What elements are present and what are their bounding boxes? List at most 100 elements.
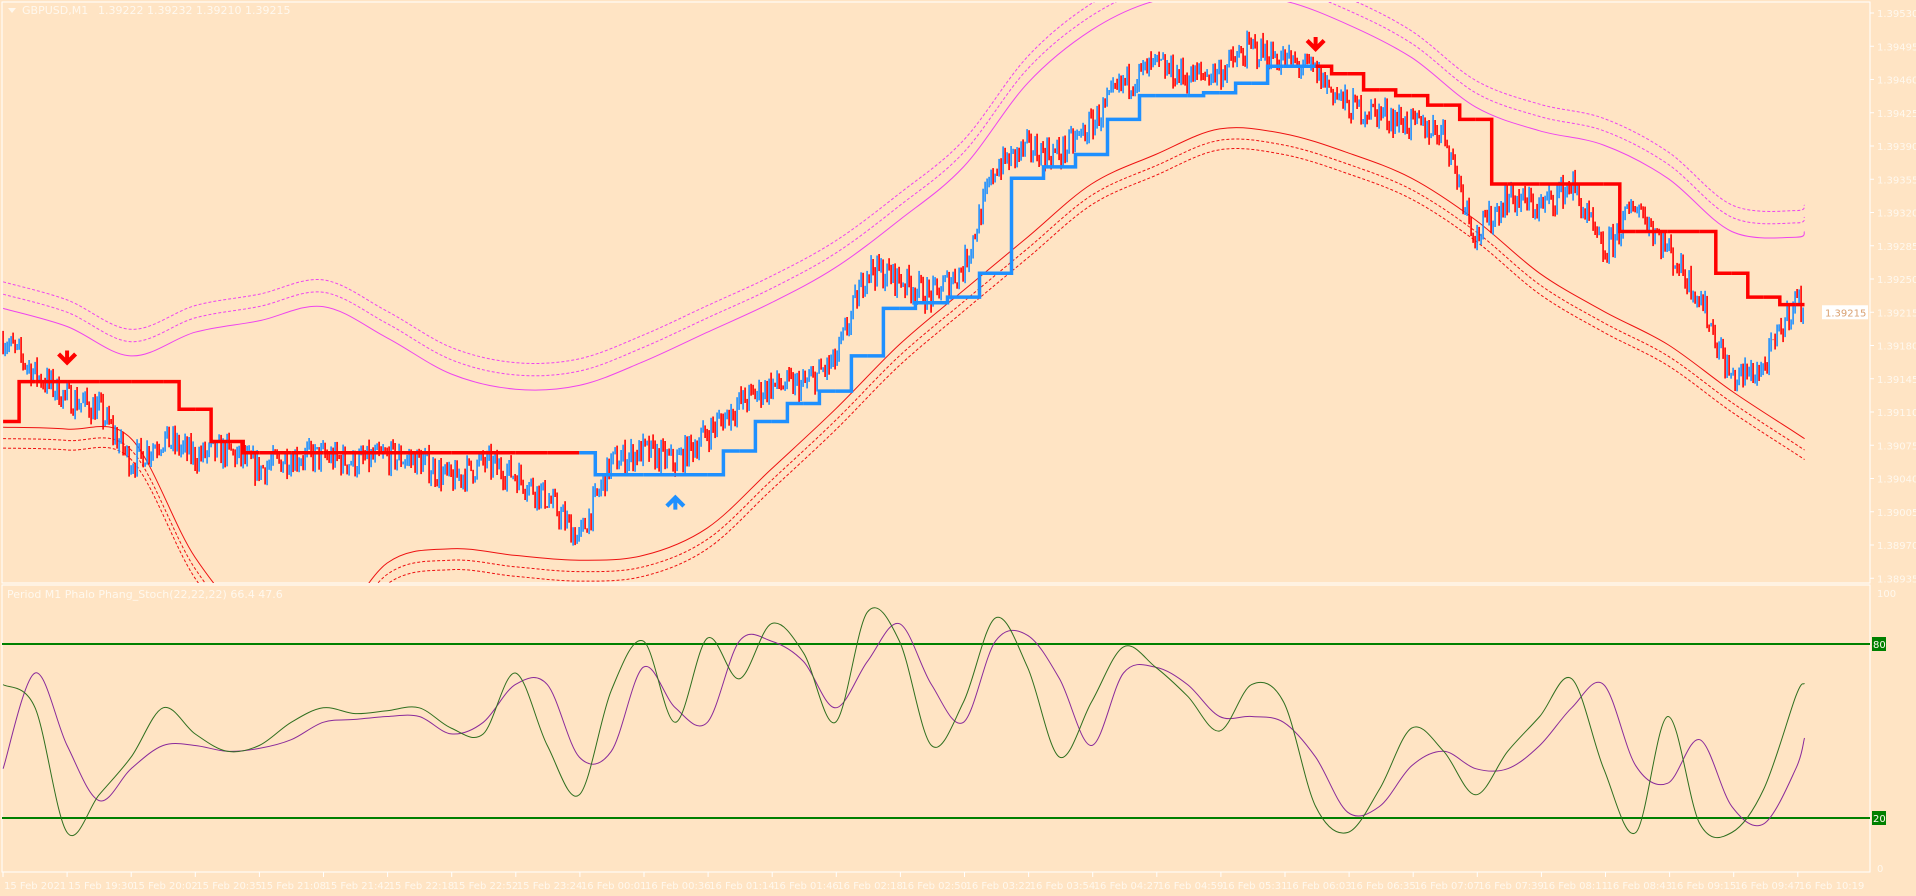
buy-arrow-icon [665, 494, 686, 510]
lower-band-line [3, 127, 1805, 583]
time-tick-label: 16 Feb 03:22 [966, 881, 1032, 892]
trend-line-segment [739, 419, 772, 453]
trend-line-segment [1315, 64, 1348, 76]
trend-line-segment [1379, 88, 1412, 98]
time-tick-label: 16 Feb 07:07 [1414, 881, 1480, 892]
price-tick-label: 1.38970 [1877, 541, 1916, 552]
time-tick-label: 16 Feb 09:15 [1671, 881, 1737, 892]
price-pane[interactable]: GBPUSD,M1 1.39222 1.39232 1.39210 1.3921… [1, 0, 1871, 666]
stoch-max-label: 100 [1877, 589, 1896, 600]
trend-line-segment [3, 379, 36, 424]
price-tick-label: 1.39180 [1877, 342, 1916, 353]
trend-line-segment [867, 306, 900, 358]
stochastic-title: Period M1 Phalo Phang_Stoch(22,22,22) 66… [7, 588, 283, 601]
price-tick-label: 1.39145 [1877, 375, 1916, 386]
trend-line-segment [1219, 81, 1252, 95]
time-tick-label: 15 Feb 21:42 [325, 881, 391, 892]
price-tick-label: 1.39075 [1877, 441, 1916, 452]
price-tick-label: 1.39250 [1877, 275, 1916, 286]
sell-arrow-icon [1305, 37, 1326, 52]
trend-line-segment [931, 295, 964, 305]
trend-line-segment [899, 300, 932, 311]
price-tick-label: 1.39285 [1877, 242, 1916, 253]
price-tick-label: 1.39355 [1877, 175, 1916, 186]
trend-line-segment [1187, 91, 1220, 98]
trend-line-segment [707, 449, 740, 477]
trend-line-segment [995, 176, 1028, 276]
price-tick-label: 1.39425 [1877, 109, 1916, 120]
time-tick-label: 16 Feb 03:54 [1030, 881, 1096, 892]
trend-line-segment [227, 439, 260, 455]
level-label: 20 [1873, 814, 1886, 825]
trend-line-segment [1347, 72, 1380, 92]
level-marker [1872, 811, 1886, 825]
time-tick-label: 15 Feb 23:24 [517, 881, 583, 892]
lower-band-dashed-line [3, 138, 1805, 583]
stochastic-main-line [2, 607, 1805, 839]
trend-line-segment [579, 451, 612, 477]
time-tick-label: 16 Feb 06:35 [1350, 881, 1416, 892]
trend-line-segment [1763, 295, 1796, 307]
lower-band-dashed-line [3, 148, 1805, 583]
trend-line-segment [771, 401, 804, 424]
trend-line-segment [195, 407, 228, 444]
time-tick-label: 15 Feb 22:18 [389, 881, 455, 892]
time-tick-label: 15 Feb 21:08 [260, 881, 326, 892]
time-tick-label: 16 Feb 02:18 [837, 881, 903, 892]
time-tick-label: 15 Feb 22:52 [453, 881, 519, 892]
sell-arrow-icon [57, 350, 78, 366]
trend-line-segment [803, 389, 836, 406]
trend-line-segment [1603, 182, 1636, 234]
stochastic-lines [2, 607, 1805, 839]
trend-line-segment [963, 271, 996, 299]
level-marker [1872, 637, 1886, 651]
trend-line-segment [1411, 93, 1444, 107]
upper-band-dashed-line [2, 2, 1805, 377]
time-tick-label: 16 Feb 00:01 [581, 881, 647, 892]
upper-band-line [2, 2, 1805, 391]
current-price-label: 1.39215 [1825, 308, 1866, 319]
trend-line-segment [1123, 93, 1156, 122]
time-tick-label: 16 Feb 05:31 [1222, 881, 1288, 892]
time-tick-label: 16 Feb 07:39 [1478, 881, 1544, 892]
time-tick-label: 16 Feb 10:19 [1799, 881, 1865, 892]
price-tick-label: 1.39040 [1877, 475, 1916, 486]
trend-line [3, 64, 1805, 477]
price-tick-label: 1.39215 [1877, 308, 1916, 319]
time-tick-label: 16 Feb 09:47 [1735, 881, 1801, 892]
trend-line-segment [1059, 152, 1092, 169]
time-tick-label: 16 Feb 04:27 [1094, 881, 1160, 892]
trend-line-segment [1091, 117, 1124, 157]
price-tick-label: 1.39110 [1877, 408, 1916, 419]
stochastic-axis: 80 20 100 0 [1872, 589, 1896, 875]
time-tick-label: 16 Feb 00:36 [645, 881, 711, 892]
price-tick-label: 1.39530 [1877, 9, 1916, 20]
price-tick-label: 1.38935 [1877, 574, 1916, 585]
time-tick-label: 16 Feb 08:43 [1607, 881, 1673, 892]
time-tick-label: 15 Feb 19:30 [68, 881, 134, 892]
price-axis: 1.39530 1.39495 1.39460 1.39425 1.39390 1.393… [1822, 9, 1916, 585]
envelope-bands [2, 2, 1805, 583]
time-tick-label: 15 Feb 20:02 [132, 881, 198, 892]
price-tick-label: 1.39320 [1877, 209, 1916, 220]
trend-line-segment [1251, 64, 1284, 86]
stochastic-pane[interactable]: Period M1 Phalo Phang_Stoch(22,22,22) 66… [1, 584, 1871, 873]
level-label: 80 [1873, 640, 1886, 651]
trend-line-segment [163, 379, 196, 411]
price-tick-label: 1.39460 [1877, 76, 1916, 87]
stochastic-signal-line [2, 623, 1805, 827]
time-tick-label: 16 Feb 01:14 [709, 881, 775, 892]
signal-arrows [57, 37, 1326, 510]
trend-line-segment [1443, 103, 1476, 122]
symbol-title: GBPUSD,M1 [22, 4, 88, 17]
triangle-down-icon[interactable] [8, 8, 16, 13]
trend-line-segment [1027, 165, 1060, 181]
price-pane-frame [1, 1, 1871, 584]
time-tick-label: 15 Feb 2021 [4, 881, 66, 892]
time-tick-label: 16 Feb 08:11 [1542, 881, 1608, 892]
price-tick-label: 1.39005 [1877, 508, 1916, 519]
current-price-marker [1822, 305, 1868, 320]
stochastic-levels [2, 643, 1870, 819]
stoch-min-label: 0 [1877, 864, 1883, 875]
